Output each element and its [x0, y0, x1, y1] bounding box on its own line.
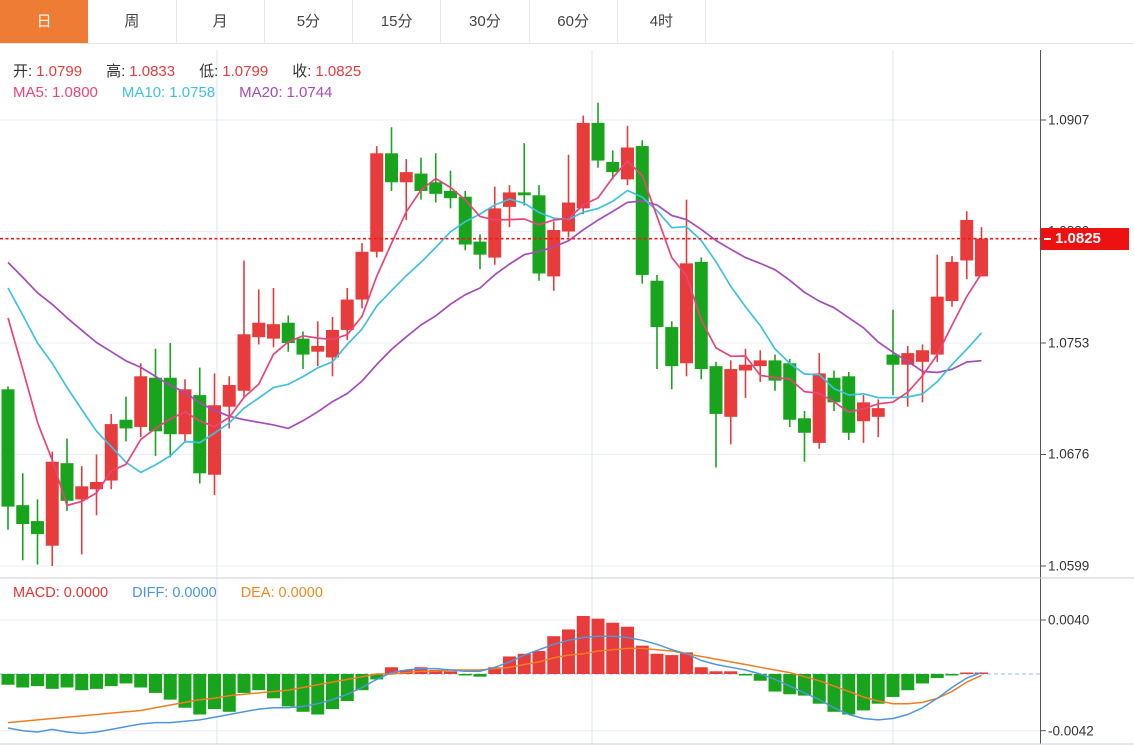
tab-15分[interactable]: 15分	[353, 0, 442, 43]
ma10-value: 1.0758	[169, 84, 216, 101]
macd-label: MACD:	[13, 585, 60, 601]
close-label: 收:	[292, 63, 312, 80]
tab-月[interactable]: 月	[176, 0, 265, 43]
ma5-label: MA5:	[13, 84, 49, 101]
dea-label: DEA:	[240, 585, 275, 601]
macd-info-bar: MACD: 0.0000 DIFF: 0.0000 DEA: 0.0000	[13, 585, 347, 601]
ma10-label: MA10:	[121, 84, 166, 101]
tab-4时[interactable]: 4时	[617, 0, 706, 43]
ma-info-bar: MA5: 1.0800 MA10: 1.0758 MA20: 1.0744	[13, 84, 356, 101]
ma20-label: MA20:	[239, 84, 283, 101]
badge-tick-icon	[1044, 237, 1051, 240]
ma5-value: 1.0800	[52, 84, 98, 101]
ohlc-info-bar: 开: 1.0799 高: 1.0833 低: 1.0799 收: 1.0825	[13, 60, 385, 81]
diff-value: 0.0000	[172, 585, 217, 601]
last-price-badge: 1.0825	[1041, 227, 1129, 250]
dea-value: 0.0000	[278, 585, 323, 601]
close-value: 1.0825	[315, 63, 362, 80]
ma20-value: 1.0744	[286, 84, 333, 101]
low-label: 低:	[199, 63, 219, 80]
tab-周[interactable]: 周	[88, 0, 177, 43]
tab-日[interactable]: 日	[0, 0, 89, 43]
tab-30分[interactable]: 30分	[441, 0, 530, 43]
axis-tick-label: 1.0753	[1048, 335, 1090, 351]
macd-value: 0.0000	[63, 585, 109, 601]
axis-tick-label: -0.0042	[1048, 723, 1094, 739]
axis-tick-label: 1.0676	[1048, 446, 1090, 462]
axis-tick-label: 0.0040	[1048, 612, 1090, 628]
last-price-value: 1.0825	[1055, 230, 1101, 248]
timeframe-tabbar: 日周月 5分 15分 30分 60分 4时	[0, 0, 1134, 44]
diff-label: DIFF:	[132, 585, 169, 601]
open-value: 1.0799	[36, 63, 83, 80]
low-value: 1.0799	[222, 63, 269, 80]
tab-5分[interactable]: 5分	[264, 0, 353, 43]
open-label: 开:	[13, 63, 33, 80]
high-value: 1.0833	[129, 63, 176, 80]
axis-tick-label: 1.0907	[1048, 112, 1090, 128]
high-label: 高:	[106, 63, 126, 80]
tab-60分[interactable]: 60分	[529, 0, 618, 43]
axis-tick-label: 1.0599	[1048, 558, 1090, 574]
